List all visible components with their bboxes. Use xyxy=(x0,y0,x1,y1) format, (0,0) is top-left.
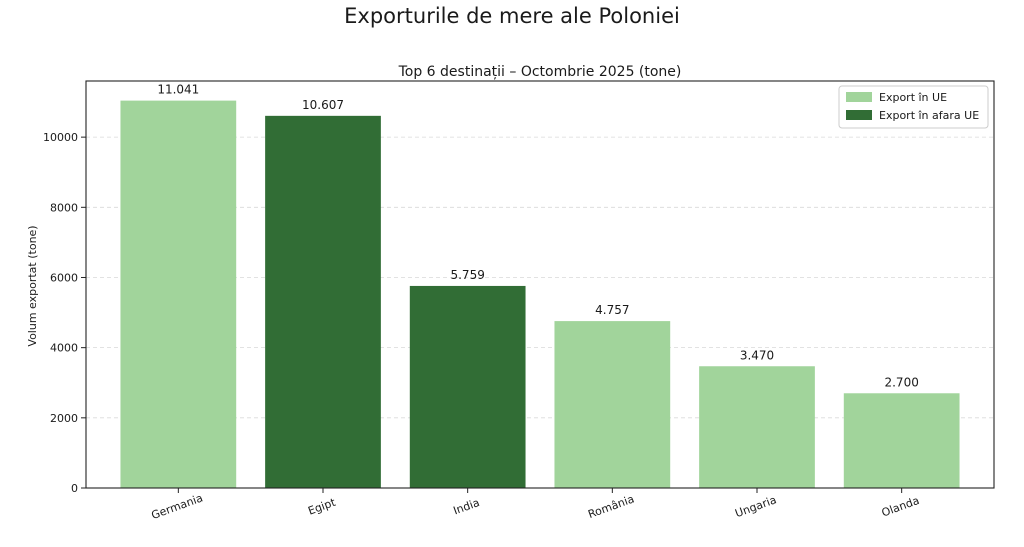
bar-germania xyxy=(120,100,237,488)
x-axis-ticks: Germania Egipt India România Ungaria Olanda xyxy=(150,488,921,522)
value-label: 5.759 xyxy=(450,268,484,282)
bar-românia xyxy=(554,321,671,488)
y-axis-label: Volum exportat (tone) xyxy=(26,225,39,346)
value-labels: 11.041 10.607 5.759 4.757 3.470 2.700 xyxy=(157,83,919,390)
legend-swatch xyxy=(846,92,872,102)
gridlines xyxy=(86,136,994,419)
x-tick-label: Ungaria xyxy=(733,493,778,520)
x-tick-label: Egipt xyxy=(306,496,338,518)
value-label: 2.700 xyxy=(884,375,918,389)
value-label: 3.470 xyxy=(740,348,774,362)
x-tick-label: Olanda xyxy=(880,494,921,520)
figure-title: Exporturile de mere ale Poloniei xyxy=(344,4,680,28)
plot-frame xyxy=(85,80,995,489)
y-tick-label: 8000 xyxy=(50,201,78,214)
x-tick-label: India xyxy=(452,496,482,517)
bar-india xyxy=(409,285,526,488)
value-label: 11.041 xyxy=(157,83,199,97)
bar-ungaria xyxy=(699,366,815,488)
legend-label: Export în afara UE xyxy=(879,109,979,122)
bar-egipt xyxy=(265,115,381,488)
legend-swatch xyxy=(846,110,872,120)
legend-label: Export în UE xyxy=(879,91,947,104)
y-tick-label: 4000 xyxy=(50,342,78,355)
y-tick-label: 2000 xyxy=(50,412,78,425)
value-label: 4.757 xyxy=(595,303,629,317)
y-tick-label: 0 xyxy=(71,482,78,495)
legend-box xyxy=(838,85,989,129)
chart-title: Top 6 destinații – Octombrie 2025 (tone) xyxy=(398,64,682,80)
x-tick-label: România xyxy=(586,492,636,521)
y-axis-ticks: 0 2000 4000 6000 8000 10000 xyxy=(43,131,86,495)
y-tick-label: 6000 xyxy=(50,271,78,284)
x-tick-label: Germania xyxy=(150,491,205,522)
value-label: 10.607 xyxy=(302,98,344,112)
bar-olanda xyxy=(843,393,960,488)
legend: Export în UE Export în afara UE xyxy=(838,85,989,129)
bars xyxy=(120,100,960,488)
y-tick-label: 10000 xyxy=(43,131,78,144)
